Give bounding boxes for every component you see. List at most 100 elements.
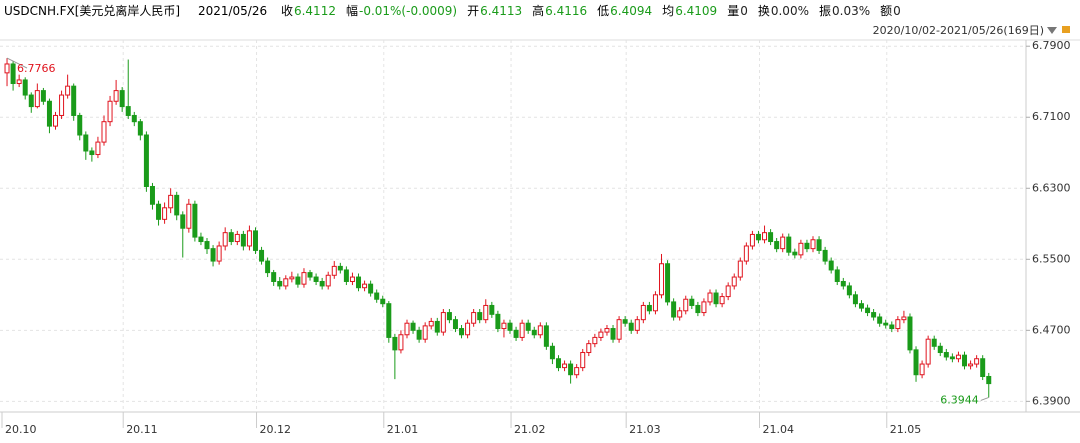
candle-body: [156, 203, 162, 220]
candle-body: [16, 79, 22, 85]
y-tick-label: 6.3900: [1032, 394, 1071, 407]
item-label: 低: [597, 4, 610, 18]
candle-body: [562, 363, 568, 369]
candle-body: [380, 298, 386, 305]
candle-body: [949, 356, 955, 360]
candle-body: [852, 294, 858, 305]
candle-body: [422, 325, 428, 340]
candle-body: [246, 230, 252, 247]
y-tick-label: 6.4700: [1032, 323, 1071, 336]
candle-body: [901, 316, 907, 321]
candle-body: [592, 336, 598, 345]
candle-body: [398, 334, 404, 351]
candle-body: [780, 236, 786, 250]
x-tick-label: 21.02: [514, 423, 546, 436]
candle-body: [858, 303, 864, 309]
item-value: 6.4113: [480, 4, 523, 18]
candle-body: [671, 301, 677, 318]
candle-body: [695, 304, 701, 314]
candle-body: [871, 312, 877, 318]
candle-body: [107, 100, 113, 123]
candle-body: [477, 312, 483, 321]
candle-body: [386, 303, 392, 338]
candle-body: [743, 245, 749, 262]
candle-body: [677, 310, 683, 318]
candle-body: [46, 100, 52, 127]
x-tick-label: 20.10: [5, 423, 37, 436]
candle-body: [968, 363, 974, 367]
item-label: 均: [662, 4, 675, 18]
dropdown-icon[interactable]: [1047, 27, 1057, 34]
candle-body: [416, 329, 422, 340]
candle-body: [489, 304, 495, 315]
y-tick-label: 6.6300: [1032, 181, 1071, 194]
item-value: 6.4116: [545, 4, 588, 18]
candle-body: [519, 322, 525, 338]
candle-body: [840, 280, 846, 287]
candle-body: [525, 322, 531, 331]
min-pointer: [980, 396, 989, 401]
candle-body: [737, 260, 743, 278]
item-value: 0: [740, 4, 748, 18]
candle-body: [925, 338, 931, 365]
candle-body: [792, 251, 798, 256]
candle-body: [228, 232, 234, 243]
candle-body: [289, 276, 295, 280]
candle-body: [368, 283, 374, 294]
candle-body: [325, 274, 331, 287]
item-value: 6.4112: [293, 4, 336, 18]
candle-body: [707, 292, 713, 303]
candle-body: [586, 343, 592, 354]
candle-body: [495, 313, 501, 330]
candle-body: [689, 298, 695, 306]
candle-body: [446, 312, 452, 321]
candle-body: [665, 263, 671, 303]
candle-body: [440, 312, 446, 333]
candle-body: [568, 363, 574, 376]
candle-body: [889, 324, 895, 330]
candle-body: [786, 236, 792, 253]
candle-body: [119, 90, 125, 108]
candle-body: [986, 375, 992, 385]
candle-body: [580, 352, 586, 369]
candle-body: [113, 90, 119, 102]
candle-body: [574, 367, 580, 376]
candle-body: [434, 320, 440, 333]
candle-body: [471, 312, 477, 324]
x-tick-label: 21.03: [629, 423, 661, 436]
candle-body: [34, 90, 40, 108]
candle-body: [198, 236, 204, 243]
candle-body: [634, 319, 640, 331]
candle-body: [919, 363, 925, 376]
candle-body: [846, 285, 852, 296]
candle-body: [865, 307, 871, 314]
x-tick-label: 21.04: [763, 423, 795, 436]
candle-body: [307, 272, 313, 278]
candle-body: [252, 230, 258, 251]
candle-body: [501, 322, 507, 330]
candle-body: [646, 304, 652, 312]
candle-body: [810, 239, 816, 250]
candle-body: [65, 85, 71, 96]
date: 2021/05/26: [197, 4, 268, 18]
candle-body: [349, 276, 355, 282]
candle-body: [459, 328, 465, 336]
candle-body: [610, 328, 616, 340]
item-label: 量: [727, 4, 740, 18]
candle-body: [277, 280, 283, 287]
candle-body: [652, 294, 658, 312]
candle-body: [507, 322, 513, 331]
x-tick-label: 21.05: [890, 423, 922, 436]
y-tick-label: 6.7900: [1032, 39, 1071, 52]
candle-body: [89, 150, 95, 156]
item-value: 6.4109: [675, 4, 718, 18]
lock-icon[interactable]: [1062, 26, 1070, 33]
candle-body: [943, 352, 949, 358]
candle-body: [513, 329, 519, 338]
candle-body: [483, 304, 489, 321]
candle-body: [822, 249, 828, 262]
item-label: 开: [467, 4, 480, 18]
candle-body: [22, 79, 28, 96]
candle-body: [59, 94, 65, 116]
candle-body: [392, 336, 398, 351]
